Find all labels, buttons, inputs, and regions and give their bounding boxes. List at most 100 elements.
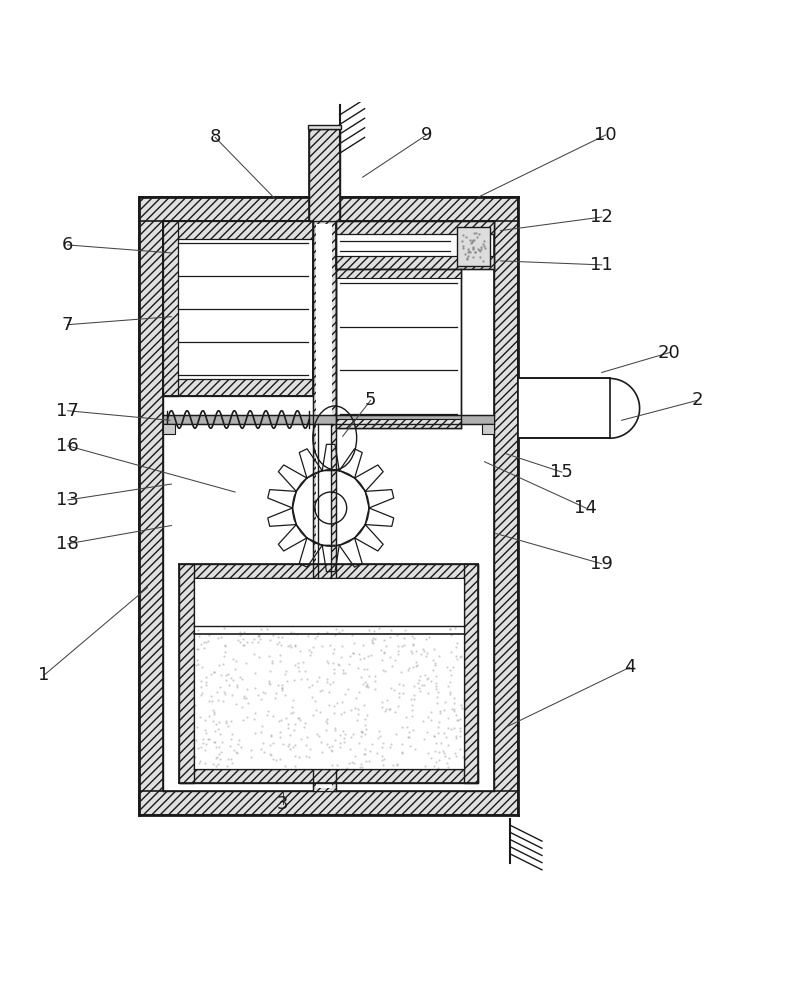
Point bbox=[336, 662, 349, 678]
Point bbox=[326, 674, 339, 690]
Point bbox=[191, 656, 204, 672]
Point bbox=[379, 638, 392, 654]
Point bbox=[377, 735, 390, 751]
Point bbox=[397, 677, 410, 693]
Point bbox=[383, 701, 396, 717]
Point bbox=[347, 645, 359, 661]
Point bbox=[237, 637, 249, 653]
Bar bbox=[313, 221, 336, 791]
Text: 16: 16 bbox=[57, 437, 79, 455]
Point bbox=[384, 622, 397, 638]
Point bbox=[468, 232, 481, 248]
Point bbox=[285, 699, 298, 715]
Point bbox=[328, 732, 341, 748]
Point bbox=[427, 641, 440, 657]
Point bbox=[240, 709, 253, 725]
Point bbox=[447, 701, 460, 717]
Point bbox=[310, 702, 323, 718]
Point bbox=[458, 246, 471, 262]
Point bbox=[320, 736, 333, 752]
Point bbox=[289, 716, 301, 732]
Point bbox=[235, 699, 248, 715]
Point bbox=[254, 724, 267, 740]
Point bbox=[401, 662, 414, 678]
Point bbox=[433, 752, 446, 768]
Point bbox=[210, 716, 222, 732]
Point bbox=[359, 711, 371, 727]
Point bbox=[320, 722, 333, 738]
Point bbox=[210, 684, 223, 700]
Point bbox=[461, 251, 473, 267]
Point bbox=[324, 637, 336, 653]
Point bbox=[263, 746, 276, 762]
Point bbox=[471, 241, 484, 257]
Point bbox=[411, 675, 424, 691]
Point bbox=[439, 748, 452, 764]
Point bbox=[342, 755, 355, 771]
Point bbox=[427, 652, 440, 668]
Point bbox=[456, 233, 469, 249]
Point bbox=[437, 743, 450, 759]
Point bbox=[363, 743, 376, 759]
Point bbox=[198, 712, 211, 728]
Point bbox=[263, 737, 276, 753]
Point bbox=[350, 690, 363, 706]
Point bbox=[393, 685, 406, 701]
Point bbox=[238, 624, 250, 640]
Point bbox=[457, 691, 470, 707]
Point bbox=[450, 712, 463, 728]
Point bbox=[190, 657, 202, 673]
Point bbox=[408, 741, 421, 757]
Point bbox=[385, 736, 398, 752]
Point bbox=[226, 672, 239, 688]
Point bbox=[251, 687, 264, 703]
Point bbox=[460, 250, 473, 266]
Point bbox=[389, 652, 402, 668]
Point bbox=[328, 698, 340, 714]
Point bbox=[264, 676, 277, 692]
Point bbox=[328, 720, 341, 736]
Point bbox=[461, 244, 474, 260]
Point bbox=[355, 724, 368, 740]
Point bbox=[354, 759, 367, 775]
Point bbox=[220, 758, 233, 774]
Point bbox=[191, 740, 204, 756]
Bar bbox=[494, 197, 518, 815]
Point bbox=[361, 676, 374, 692]
Point bbox=[214, 726, 226, 742]
Point bbox=[288, 722, 300, 738]
Point bbox=[443, 674, 456, 690]
Point bbox=[344, 741, 356, 757]
Point bbox=[366, 634, 379, 650]
Point bbox=[442, 710, 455, 726]
Point bbox=[337, 704, 350, 720]
Point bbox=[230, 696, 242, 712]
Point bbox=[247, 646, 260, 662]
Point bbox=[201, 633, 214, 649]
Point bbox=[214, 667, 227, 683]
Point bbox=[280, 710, 292, 726]
Point bbox=[237, 631, 249, 647]
Point bbox=[407, 659, 420, 675]
Point bbox=[241, 695, 254, 711]
Text: 15: 15 bbox=[551, 463, 573, 481]
Point bbox=[473, 249, 486, 265]
Bar bbox=[336, 221, 494, 269]
Point bbox=[352, 706, 365, 722]
Point bbox=[464, 235, 477, 251]
Point bbox=[217, 656, 230, 672]
Point bbox=[372, 730, 385, 746]
Point bbox=[444, 621, 457, 637]
Point bbox=[199, 669, 212, 685]
Point bbox=[303, 679, 316, 695]
Point bbox=[397, 685, 410, 701]
Point bbox=[336, 694, 348, 710]
Point bbox=[194, 753, 206, 769]
Point bbox=[194, 679, 207, 695]
Text: 10: 10 bbox=[595, 126, 617, 144]
Point bbox=[324, 742, 337, 758]
Point bbox=[337, 730, 350, 746]
Point bbox=[430, 675, 443, 691]
Point bbox=[431, 684, 444, 700]
Point bbox=[285, 705, 297, 721]
